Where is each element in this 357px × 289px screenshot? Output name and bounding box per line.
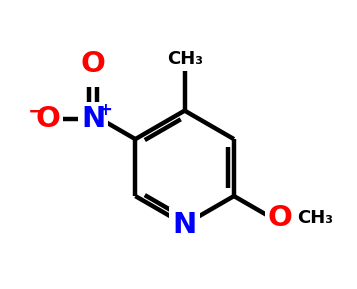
Text: −: − xyxy=(28,101,46,121)
Text: O: O xyxy=(267,203,292,231)
Text: N: N xyxy=(172,210,197,238)
Text: CH₃: CH₃ xyxy=(167,49,203,68)
Text: +: + xyxy=(98,101,112,119)
Text: CH₃: CH₃ xyxy=(297,209,333,227)
Text: N: N xyxy=(81,105,105,133)
Text: O: O xyxy=(81,49,105,77)
Text: O: O xyxy=(36,105,61,133)
